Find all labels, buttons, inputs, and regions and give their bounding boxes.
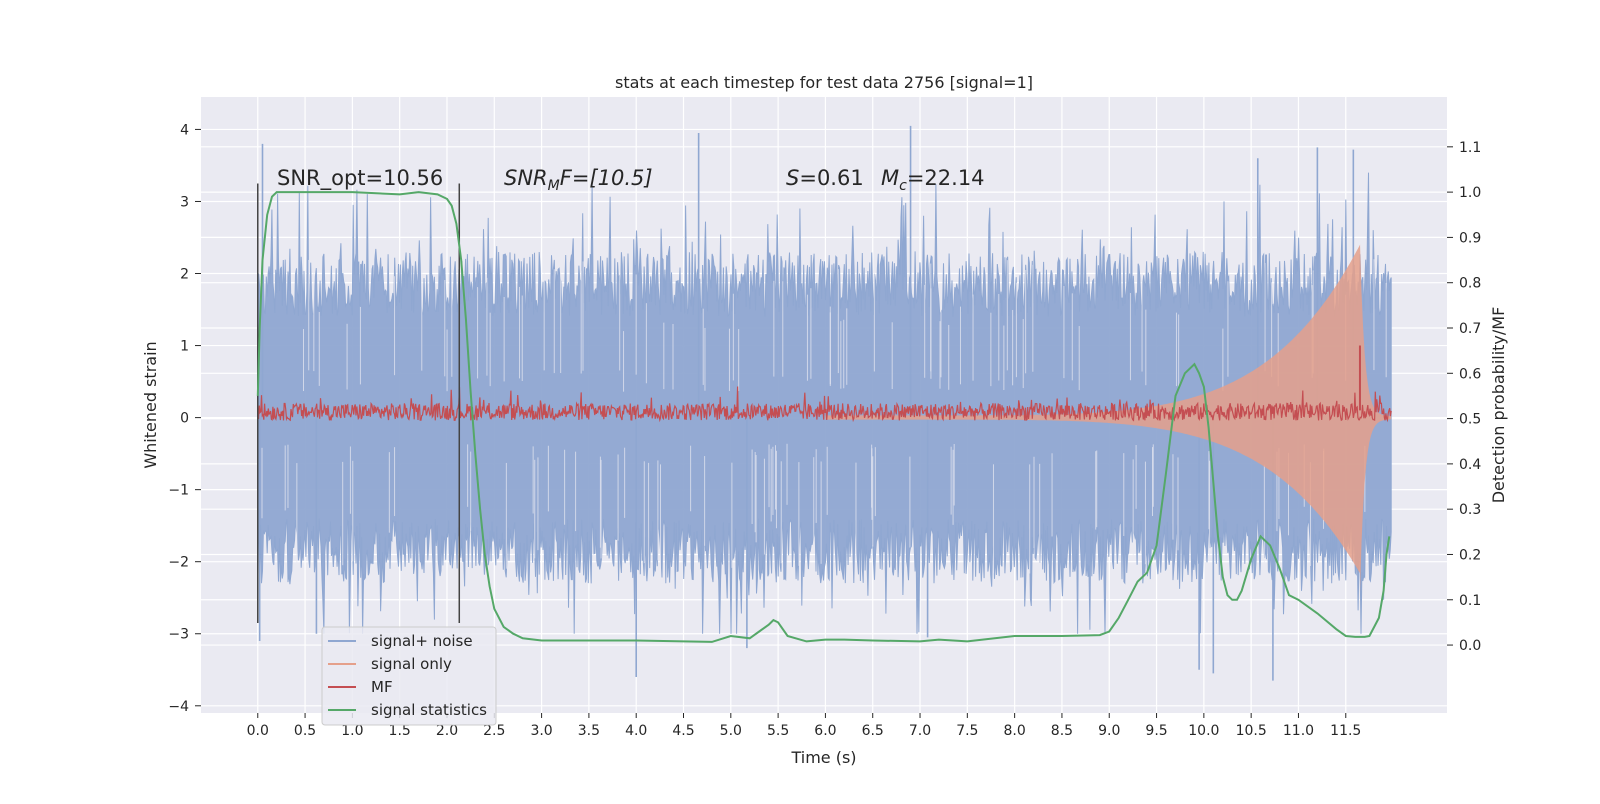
x-tick-label: 1.0 bbox=[341, 723, 363, 739]
chart-title: stats at each timestep for test data 275… bbox=[615, 73, 1033, 92]
marker-vertical-lines bbox=[257, 183, 461, 623]
x-tick-label: 4.0 bbox=[625, 723, 647, 739]
y2-axis-ticks: 0.0 0.1 0.2 0.3 0.4 0.5 0.6 0.7 0.8 0.9 1.0 1.1 bbox=[1447, 140, 1481, 654]
x-tick-label: 3.0 bbox=[530, 723, 552, 739]
annotation-snr-mf: SNRMF=[10.5] bbox=[504, 166, 653, 194]
x-tick-label: 0.5 bbox=[294, 723, 316, 739]
x-tick-label: 8.5 bbox=[1051, 723, 1073, 739]
x-tick-label: 2.5 bbox=[483, 723, 505, 739]
x-tick-label: 9.5 bbox=[1145, 723, 1167, 739]
legend-label-signal-only: signal only bbox=[371, 655, 452, 673]
y-tick-label: −4 bbox=[168, 699, 189, 715]
y-tick-label: 2 bbox=[180, 267, 189, 283]
y2-tick-label: 0.8 bbox=[1459, 276, 1481, 292]
y2-tick-label: 0.0 bbox=[1459, 638, 1481, 654]
y-tick-label: 0 bbox=[180, 411, 189, 427]
x-tick-label: 10.5 bbox=[1236, 723, 1267, 739]
plot-area bbox=[256, 125, 1392, 681]
y-tick-label: 4 bbox=[180, 122, 189, 138]
y-tick-label: 3 bbox=[180, 194, 189, 210]
y2-tick-label: 0.4 bbox=[1459, 457, 1481, 473]
y-tick-label: 1 bbox=[180, 339, 189, 355]
x-tick-label: 1.5 bbox=[389, 723, 411, 739]
y-tick-label: −1 bbox=[168, 483, 189, 499]
annotation-mc: Mc=22.14 bbox=[881, 166, 985, 194]
x-tick-label: 7.5 bbox=[956, 723, 978, 739]
annotation-snr-opt: SNR_opt=10.56 bbox=[277, 166, 443, 191]
series-mf bbox=[257, 345, 1392, 423]
series-signal-only bbox=[825, 243, 1392, 593]
x-axis-label: Time (s) bbox=[790, 748, 856, 767]
signal-only-envelope bbox=[825, 243, 1392, 593]
y2-tick-label: 0.2 bbox=[1459, 547, 1481, 563]
y2-tick-label: 0.7 bbox=[1459, 321, 1481, 337]
annotation-s: S=0.61 bbox=[786, 166, 864, 190]
mf-line bbox=[257, 386, 1392, 423]
x-tick-label: 8.0 bbox=[1004, 723, 1026, 739]
x-tick-label: 11.5 bbox=[1330, 723, 1361, 739]
x-tick-label: 11.0 bbox=[1283, 723, 1314, 739]
legend-label-signal-statistics: signal statistics bbox=[371, 701, 487, 719]
x-tick-label: 9.0 bbox=[1098, 723, 1120, 739]
series-signal-statistics bbox=[256, 191, 1391, 643]
y-tick-label: −2 bbox=[168, 555, 189, 571]
x-tick-label: 4.5 bbox=[672, 723, 694, 739]
x-tick-label: 0.0 bbox=[247, 723, 269, 739]
x-tick-label: 5.5 bbox=[767, 723, 789, 739]
legend-box bbox=[321, 626, 497, 726]
x-tick-label: 3.5 bbox=[578, 723, 600, 739]
y2-tick-label: 1.0 bbox=[1459, 185, 1481, 201]
x-tick-label: 5.0 bbox=[720, 723, 742, 739]
y2-tick-label: 0.3 bbox=[1459, 502, 1481, 518]
y2-axis-label: Detection probability/MF bbox=[1489, 307, 1508, 504]
y2-tick-label: 0.5 bbox=[1459, 412, 1481, 428]
x-tick-label: 10.0 bbox=[1188, 723, 1219, 739]
y2-tick-label: 1.1 bbox=[1459, 140, 1481, 156]
x-tick-label: 2.0 bbox=[436, 723, 458, 739]
y-axis-label: Whitened strain bbox=[141, 341, 160, 468]
legend-label-signal-noise: signal+ noise bbox=[371, 632, 473, 650]
y2-tick-label: 0.9 bbox=[1459, 230, 1481, 246]
y2-tick-label: 0.6 bbox=[1459, 366, 1481, 382]
x-tick-label: 6.0 bbox=[814, 723, 836, 739]
legend: signal+ noise signal only MF signal stat… bbox=[321, 626, 497, 726]
signal-statistics-line bbox=[256, 191, 1391, 643]
x-tick-label: 6.5 bbox=[862, 723, 884, 739]
y-tick-label: −3 bbox=[168, 627, 189, 643]
x-axis-ticks: 0.0 0.5 1.0 1.5 2.0 2.5 3.0 3.5 4.0 4.5 5.0 5.5 6.0 6… bbox=[247, 713, 1361, 739]
legend-label-mf: MF bbox=[371, 678, 393, 696]
y-axis-ticks: −4 −3 −2 −1 0 1 2 3 4 bbox=[168, 122, 201, 715]
y2-tick-label: 0.1 bbox=[1459, 593, 1481, 609]
x-tick-label: 7.0 bbox=[909, 723, 931, 739]
